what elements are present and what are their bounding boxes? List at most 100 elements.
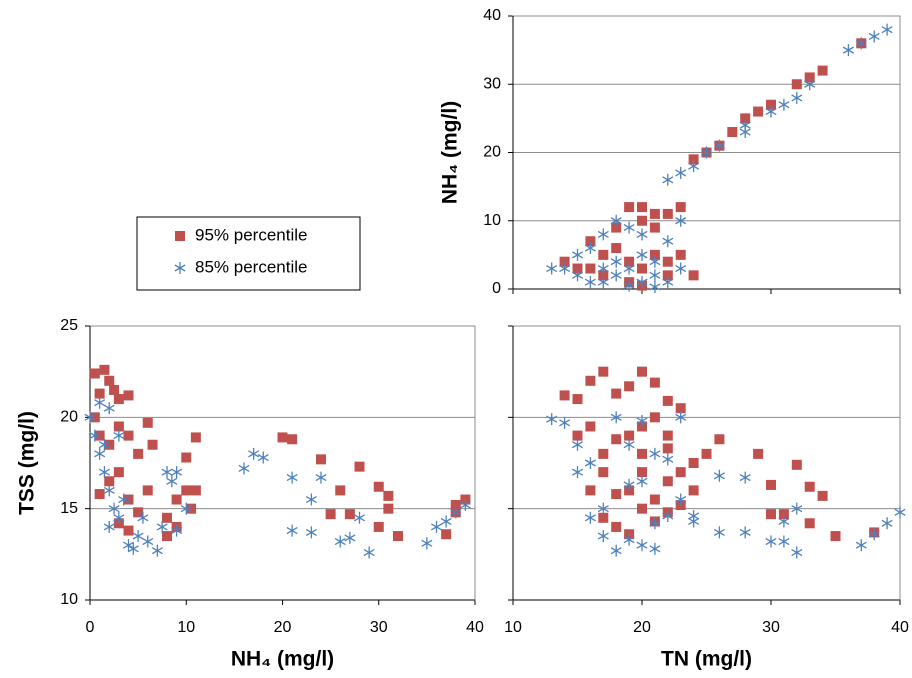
point xyxy=(623,533,635,546)
point xyxy=(881,517,893,530)
point xyxy=(662,509,674,522)
point xyxy=(662,443,673,454)
point xyxy=(637,263,647,274)
point xyxy=(421,537,433,550)
point xyxy=(559,416,571,429)
point xyxy=(572,394,583,405)
point xyxy=(688,485,699,496)
point xyxy=(649,255,661,268)
x-tick-label: 30 xyxy=(762,619,780,636)
point xyxy=(598,448,609,459)
point xyxy=(881,23,893,36)
point xyxy=(142,485,153,496)
point xyxy=(585,263,596,274)
point xyxy=(688,458,699,468)
point xyxy=(649,517,661,530)
point xyxy=(714,434,725,445)
point xyxy=(637,215,647,226)
point xyxy=(610,269,622,282)
point xyxy=(868,30,880,43)
point xyxy=(103,402,115,415)
point xyxy=(662,270,673,281)
point xyxy=(675,493,687,506)
point xyxy=(459,499,471,512)
point xyxy=(147,439,158,450)
point xyxy=(700,146,713,159)
point xyxy=(649,249,660,260)
point xyxy=(868,528,880,541)
point xyxy=(611,489,622,500)
point xyxy=(127,542,139,555)
x-axis-title: NH₄ (mg/l) xyxy=(231,648,334,671)
point xyxy=(598,467,609,478)
point xyxy=(739,119,751,132)
point xyxy=(611,222,622,233)
point xyxy=(353,511,366,524)
y-tick-label: 10 xyxy=(60,591,78,608)
point xyxy=(104,476,115,487)
point xyxy=(611,434,622,445)
point xyxy=(132,530,144,543)
point xyxy=(611,388,622,399)
point xyxy=(688,154,699,165)
point xyxy=(598,270,609,281)
point xyxy=(610,255,622,268)
point xyxy=(623,221,635,234)
point xyxy=(662,235,674,248)
point xyxy=(181,485,192,496)
point xyxy=(791,91,803,104)
y-axis-title: TSS (mg/l) xyxy=(16,411,39,515)
point xyxy=(739,471,751,484)
point xyxy=(584,511,596,524)
point xyxy=(441,529,452,540)
point xyxy=(108,502,120,515)
point xyxy=(727,127,738,138)
point xyxy=(257,451,269,464)
point xyxy=(894,506,906,519)
point xyxy=(571,438,584,451)
point xyxy=(161,466,173,479)
point xyxy=(636,248,648,261)
point xyxy=(186,503,197,514)
y-axis-title: NH₄ (mg/l) xyxy=(439,101,462,204)
y-tick-label: 20 xyxy=(60,409,78,426)
point xyxy=(791,459,802,470)
point xyxy=(766,479,776,490)
point xyxy=(109,384,120,395)
point xyxy=(778,509,789,520)
point xyxy=(610,411,622,424)
point xyxy=(585,236,596,247)
point xyxy=(817,65,828,76)
point xyxy=(675,202,686,213)
point xyxy=(383,503,394,514)
point xyxy=(123,525,134,536)
point xyxy=(662,173,674,186)
point xyxy=(791,79,802,90)
point xyxy=(804,481,815,492)
point xyxy=(103,484,115,497)
point xyxy=(99,364,110,375)
x-tick-label: 10 xyxy=(177,619,195,636)
point xyxy=(113,429,125,442)
point xyxy=(636,475,648,488)
point xyxy=(597,276,609,289)
point xyxy=(344,509,355,520)
point xyxy=(688,270,699,281)
y-tick-label: 20 xyxy=(483,144,501,161)
point xyxy=(766,99,776,110)
point xyxy=(166,475,178,488)
point xyxy=(675,403,686,414)
point xyxy=(133,448,144,459)
y-tick-label: 30 xyxy=(483,75,501,92)
point xyxy=(598,512,609,523)
x-tick-label: 0 xyxy=(86,619,95,636)
point xyxy=(98,466,110,479)
point xyxy=(113,511,125,524)
point xyxy=(190,485,201,496)
point xyxy=(649,269,661,282)
point xyxy=(624,430,635,441)
point xyxy=(363,546,375,559)
point xyxy=(624,381,635,392)
point xyxy=(637,202,647,213)
